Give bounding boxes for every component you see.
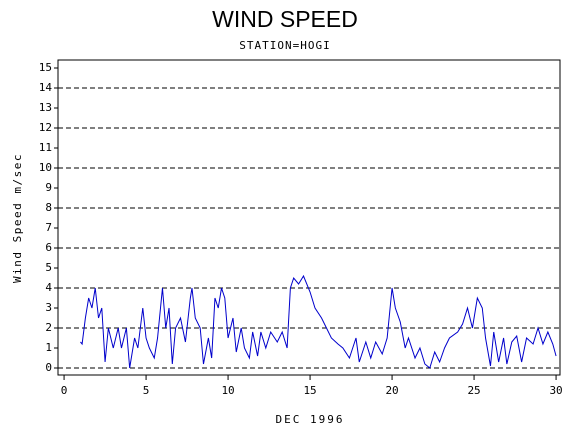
y-tick-label: 12: [39, 121, 52, 134]
y-tick-label: 6: [45, 241, 52, 254]
x-tick-label: 25: [467, 384, 480, 397]
y-tick-label: 10: [39, 161, 52, 174]
y-tick-label: 14: [39, 81, 53, 94]
y-tick-label: 5: [45, 261, 52, 274]
plot-frame: [57, 59, 561, 376]
chart-subtitle: STATION=HOGI: [239, 39, 330, 52]
y-tick-label: 8: [45, 201, 52, 214]
data-line: [80, 274, 557, 369]
y-tick-label: 11: [39, 141, 52, 154]
y-tick-label: 4: [45, 281, 52, 294]
y-tick-label: 7: [45, 221, 52, 234]
y-tick-label: 3: [45, 301, 52, 314]
y-tick-label: 2: [45, 321, 52, 334]
x-tick-label: 5: [143, 384, 150, 397]
y-tick-label: 15: [39, 61, 52, 74]
y-axis-label: Wind Speed m/sec: [11, 153, 24, 283]
x-tick-label: 15: [303, 384, 316, 397]
chart-title: WIND SPEED: [212, 6, 358, 32]
y-tick-label: 0: [45, 361, 52, 374]
x-tick-label: 20: [385, 384, 398, 397]
y-tick-label: 9: [45, 181, 52, 194]
x-tick-label: 30: [549, 384, 562, 397]
x-tick-label: 0: [61, 384, 68, 397]
y-tick-label: 13: [39, 101, 52, 114]
x-tick-label: 10: [221, 384, 234, 397]
y-tick-label: 1: [45, 341, 52, 354]
x-axis-label: DEC 1996: [276, 413, 345, 426]
